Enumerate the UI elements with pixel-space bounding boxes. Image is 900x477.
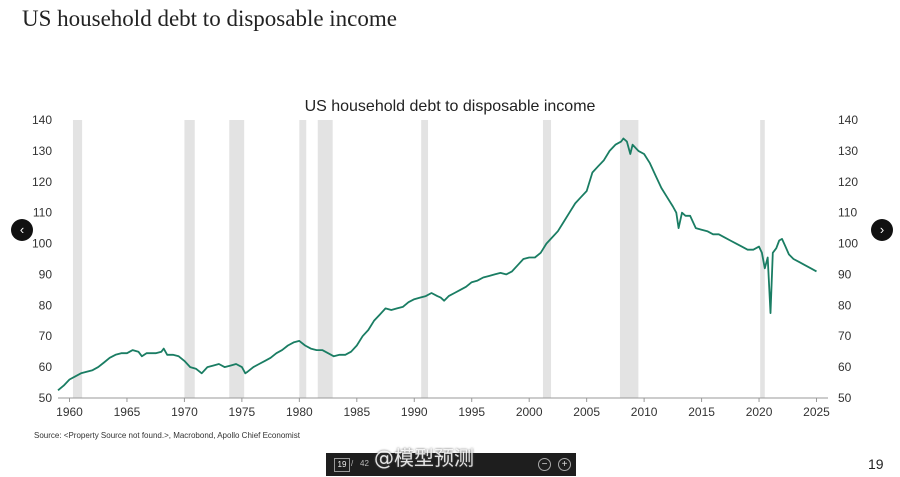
zoom-in-button[interactable]: + <box>558 458 571 471</box>
y-tick-label-left: 60 <box>39 360 53 374</box>
recession-band <box>317 120 333 398</box>
recession-band <box>184 120 195 398</box>
x-tick-label: 2000 <box>516 405 543 419</box>
y-tick-label-left: 130 <box>32 144 52 158</box>
y-tick-label-right: 90 <box>838 267 852 281</box>
x-tick-label: 1975 <box>229 405 256 419</box>
recession-band <box>619 120 639 398</box>
y-tick-label-right: 70 <box>838 329 852 343</box>
y-tick-label-left: 120 <box>32 175 52 189</box>
x-tick-label: 1990 <box>401 405 428 419</box>
y-tick-label-right: 120 <box>838 175 858 189</box>
y-tick-label-left: 70 <box>39 329 53 343</box>
x-tick-label: 1960 <box>56 405 83 419</box>
y-tick-label-right: 110 <box>838 206 857 220</box>
recession-band <box>299 120 307 398</box>
y-tick-label-left: 140 <box>32 113 52 127</box>
viewer-toolbar: 19 / 42 − + <box>326 453 576 476</box>
y-tick-label-right: 130 <box>838 144 858 158</box>
y-tick-label-right: 140 <box>838 113 858 127</box>
y-tick-label-left: 100 <box>32 237 52 251</box>
x-tick-label: 2020 <box>746 405 773 419</box>
y-tick-label-left: 80 <box>39 298 53 312</box>
current-page-input[interactable]: 19 <box>334 458 350 472</box>
y-tick-label-right: 60 <box>838 360 852 374</box>
x-tick-label: 2005 <box>573 405 600 419</box>
previous-slide-button[interactable]: ‹ <box>11 219 33 241</box>
page-number: 19 <box>868 456 884 472</box>
source-note: Source: <Property Source not found.>, Ma… <box>34 431 300 440</box>
y-tick-label-left: 50 <box>39 391 53 405</box>
zoom-out-button[interactable]: − <box>538 458 551 471</box>
x-tick-label: 1980 <box>286 405 313 419</box>
series-line <box>57 137 817 391</box>
y-tick-label-left: 110 <box>33 206 52 220</box>
next-slide-button[interactable]: › <box>871 219 893 241</box>
chart-title: US household debt to disposable income <box>304 98 596 115</box>
recession-band <box>72 120 83 398</box>
x-tick-label: 1985 <box>343 405 370 419</box>
y-tick-label-right: 80 <box>838 298 852 312</box>
y-tick-label-right: 50 <box>838 391 852 405</box>
y-tick-label-left: 90 <box>39 267 53 281</box>
page-separator: / <box>351 459 354 468</box>
y-tick-label-right: 100 <box>838 237 858 251</box>
recession-band <box>421 120 429 398</box>
x-tick-label: 1965 <box>114 405 141 419</box>
recession-band <box>229 120 245 398</box>
x-tick-label: 1970 <box>171 405 198 419</box>
slide-title: US household debt to disposable income <box>22 6 397 31</box>
total-pages: 42 <box>360 459 369 468</box>
recession-band <box>542 120 552 398</box>
watermark-text: @模型预测 <box>374 446 474 470</box>
x-tick-label: 2025 <box>803 405 830 419</box>
x-tick-label: 1995 <box>458 405 485 419</box>
x-tick-label: 2015 <box>688 405 715 419</box>
x-tick-label: 2010 <box>631 405 658 419</box>
